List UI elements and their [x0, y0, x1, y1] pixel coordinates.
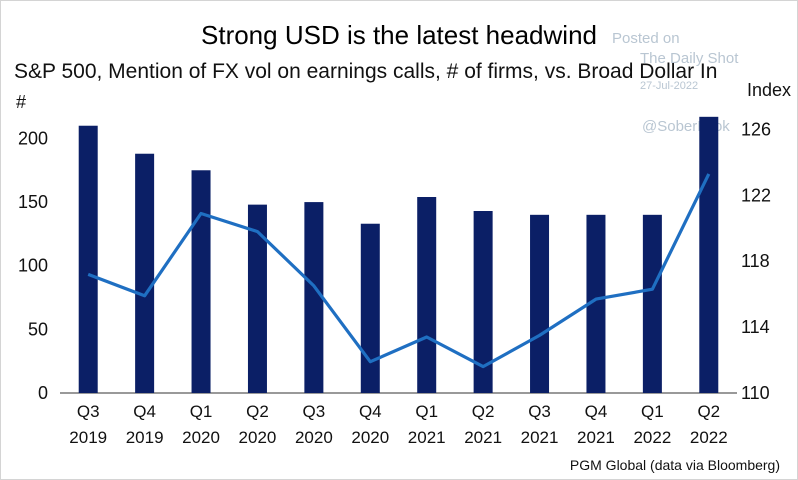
left-tick-label: 200 [18, 128, 48, 148]
x-tick-label-year: 2022 [633, 428, 671, 447]
x-tick-label-year: 2022 [690, 428, 728, 447]
x-tick-label-quarter: Q3 [528, 402, 551, 421]
chart-subtitle: S&P 500, Mention of FX vol on earnings c… [14, 60, 718, 83]
x-tick-label-quarter: Q1 [190, 402, 213, 421]
right-tick-label: 122 [741, 185, 771, 205]
x-tick-label-year: 2020 [351, 428, 389, 447]
bar [135, 153, 155, 393]
x-tick-label-quarter: Q3 [303, 402, 326, 421]
bar [304, 202, 324, 393]
watermark-source: The Daily Shot [640, 50, 739, 67]
right-axis-unit: Index [747, 80, 792, 100]
right-tick-label: 118 [741, 251, 770, 271]
left-tick-label: 0 [38, 383, 48, 403]
x-tick-label-year: 2019 [69, 428, 107, 447]
watermark-date: 27-Jul-2022 [640, 80, 699, 92]
x-tick-label-quarter: Q3 [77, 402, 100, 421]
x-tick-label-quarter: Q4 [133, 402, 156, 421]
left-tick-label: 150 [18, 192, 48, 212]
bar [586, 214, 606, 393]
x-tick-label-year: 2021 [408, 428, 446, 447]
x-tick-label-year: 2020 [239, 428, 277, 447]
x-tick-label-year: 2021 [577, 428, 615, 447]
bar [360, 223, 380, 393]
x-tick-label-quarter: Q4 [585, 402, 608, 421]
right-tick-label: 126 [741, 119, 771, 139]
x-tick-label-year: 2021 [521, 428, 559, 447]
left-tick-label: 100 [18, 256, 48, 276]
right-tick-label: 114 [741, 317, 770, 337]
chart-title: Strong USD is the latest headwind [201, 20, 597, 50]
dollar-index-line [87, 173, 711, 369]
x-tick-label-year: 2020 [295, 428, 333, 447]
x-tick-label-quarter: Q2 [472, 402, 495, 421]
x-tick-label-year: 2019 [126, 428, 164, 447]
bar [530, 214, 550, 393]
x-tick-label-quarter: Q2 [246, 402, 269, 421]
bar [78, 125, 98, 394]
left-tick-label: 50 [28, 319, 48, 339]
x-tick-label-quarter: Q2 [697, 402, 720, 421]
x-tick-label-year: 2020 [182, 428, 220, 447]
bar [642, 214, 662, 393]
x-tick-label-year: 2021 [464, 428, 502, 447]
bar [699, 116, 719, 394]
bar [191, 170, 211, 393]
bar [473, 211, 493, 393]
bar [247, 204, 267, 393]
chart-source: PGM Global (data via Bloomberg) [569, 457, 780, 473]
x-tick-label-quarter: Q1 [641, 402, 664, 421]
x-tick-label-quarter: Q1 [415, 402, 438, 421]
watermark-posted-on: Posted on [612, 30, 680, 47]
right-tick-label: 110 [741, 383, 770, 403]
left-axis-unit: # [16, 92, 27, 112]
x-tick-label-quarter: Q4 [359, 402, 382, 421]
bar [417, 197, 437, 393]
